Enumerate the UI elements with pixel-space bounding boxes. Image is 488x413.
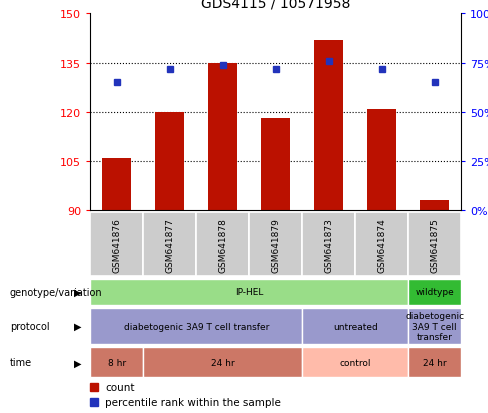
Bar	[90, 213, 143, 277]
Text: diabetogenic
3A9 T cell
transfer: diabetogenic 3A9 T cell transfer	[405, 311, 464, 341]
Bar	[314, 40, 343, 211]
Bar	[302, 347, 408, 377]
Bar	[408, 309, 461, 344]
Text: wildtype: wildtype	[415, 288, 454, 297]
Text: protocol: protocol	[10, 321, 49, 331]
Text: IP-HEL: IP-HEL	[235, 288, 264, 297]
Text: 24 hr: 24 hr	[211, 358, 235, 367]
Bar	[143, 347, 302, 377]
Text: untreated: untreated	[333, 322, 378, 331]
Text: GSM641877: GSM641877	[165, 217, 174, 272]
Text: time: time	[10, 357, 32, 368]
Bar	[208, 64, 237, 211]
Text: 24 hr: 24 hr	[423, 358, 447, 367]
Text: GSM641878: GSM641878	[218, 217, 227, 272]
Bar	[302, 213, 355, 277]
Bar	[90, 347, 143, 377]
Bar	[249, 213, 302, 277]
Text: ▶: ▶	[74, 321, 82, 331]
Text: GSM641873: GSM641873	[324, 217, 333, 272]
Text: ▶: ▶	[74, 357, 82, 368]
Bar	[196, 213, 249, 277]
Title: GDS4115 / 10571958: GDS4115 / 10571958	[201, 0, 350, 10]
Text: GSM641875: GSM641875	[430, 217, 439, 272]
Bar	[102, 158, 131, 211]
Bar	[155, 113, 184, 211]
Text: percentile rank within the sample: percentile rank within the sample	[105, 397, 281, 407]
Bar	[261, 119, 290, 211]
Bar	[90, 279, 408, 305]
Text: diabetogenic 3A9 T cell transfer: diabetogenic 3A9 T cell transfer	[123, 322, 269, 331]
Bar	[420, 201, 449, 211]
Text: ▶: ▶	[74, 287, 82, 297]
Text: count: count	[105, 382, 135, 392]
Bar	[408, 347, 461, 377]
Bar	[302, 309, 408, 344]
Text: GSM641876: GSM641876	[112, 217, 122, 272]
Text: 8 hr: 8 hr	[108, 358, 126, 367]
Bar	[355, 213, 408, 277]
Bar	[143, 213, 196, 277]
Bar	[408, 213, 461, 277]
Text: control: control	[340, 358, 371, 367]
Text: GSM641879: GSM641879	[271, 217, 280, 272]
Text: GSM641874: GSM641874	[377, 217, 386, 272]
Bar	[90, 309, 302, 344]
Text: genotype/variation: genotype/variation	[10, 287, 102, 297]
Bar	[367, 109, 396, 211]
Bar	[408, 279, 461, 305]
